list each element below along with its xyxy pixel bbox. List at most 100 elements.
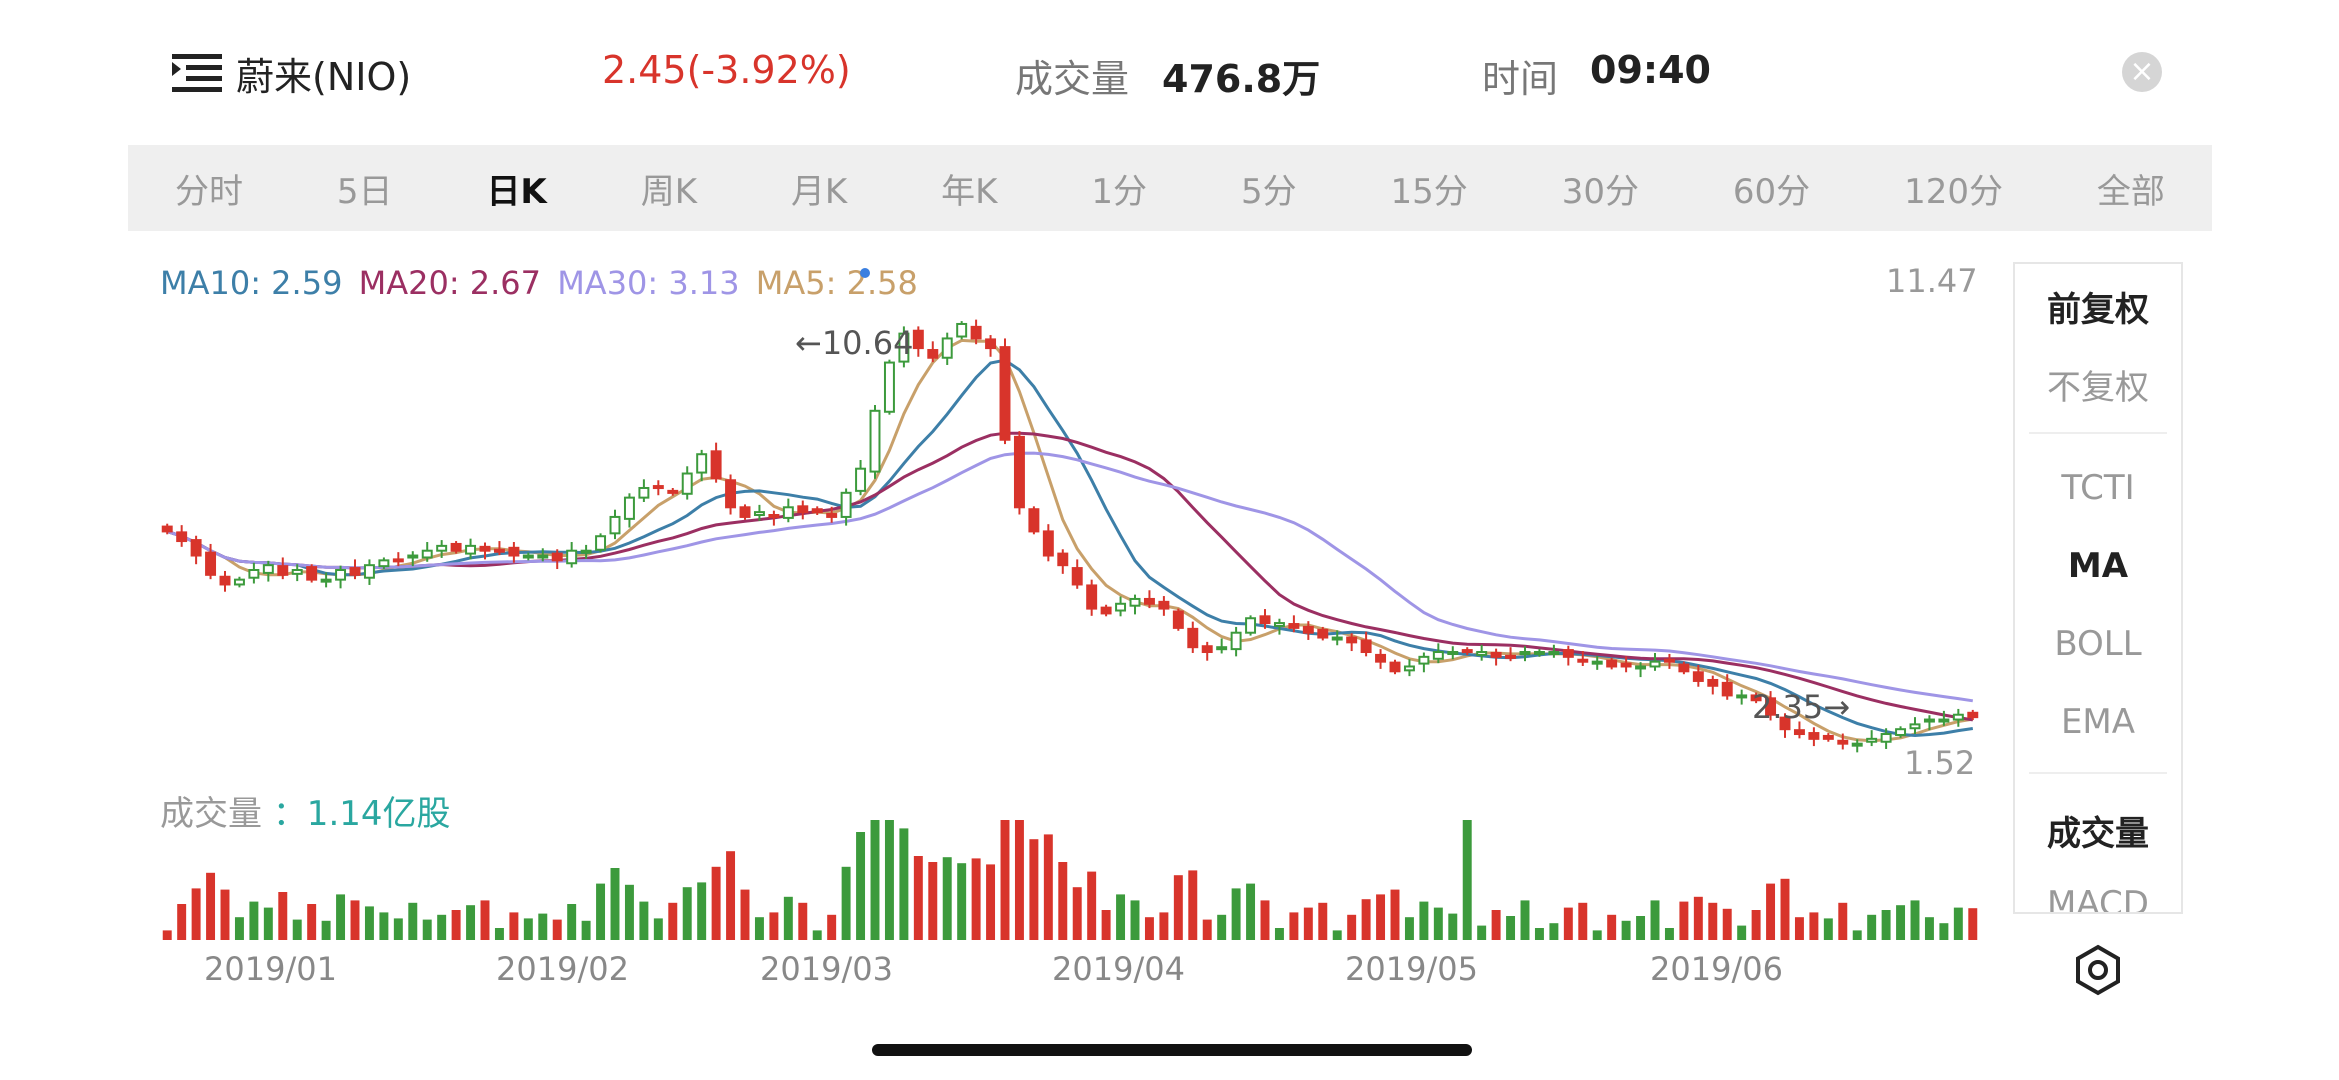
- volume-bar: [1491, 910, 1501, 940]
- candle-body: [927, 349, 939, 359]
- tab-120min[interactable]: 120分: [1904, 171, 2003, 212]
- candle-body: [1606, 659, 1618, 668]
- candle-body: [941, 337, 953, 359]
- volume-bar: [292, 919, 302, 940]
- volume-bar: [1043, 834, 1053, 940]
- volume-value: 476.8万: [1162, 57, 1321, 101]
- candle-body: [1172, 610, 1184, 629]
- tab-5min[interactable]: 5分: [1240, 171, 1297, 212]
- candle-body: [1808, 732, 1820, 740]
- tab-30min[interactable]: 30分: [1561, 171, 1639, 212]
- candle-body: [1461, 649, 1473, 654]
- tab-monthly-k[interactable]: 月K: [790, 171, 848, 212]
- candle-body: [233, 578, 245, 586]
- volume-bar: [1130, 900, 1140, 940]
- indicator-ema[interactable]: EMA: [2060, 702, 2136, 742]
- candle-body: [1288, 623, 1300, 629]
- candle-body: [1952, 713, 1964, 721]
- indicator-ma[interactable]: MA: [2067, 546, 2129, 586]
- tab-daily-k[interactable]: 日K: [486, 171, 547, 212]
- volume-bar: [1462, 820, 1472, 940]
- volume-bar: [364, 906, 374, 940]
- indicator-volume[interactable]: 成交量: [2047, 814, 2149, 854]
- candle-body: [1129, 597, 1141, 607]
- candle-body: [262, 564, 274, 574]
- volume-bar: [509, 912, 519, 940]
- candle-body: [1707, 678, 1719, 687]
- indicator-boll[interactable]: BOLL: [2054, 624, 2142, 664]
- volume-bar: [552, 919, 562, 940]
- candle-body: [1447, 651, 1459, 656]
- candle-body: [1158, 600, 1170, 610]
- candle-body: [1273, 622, 1285, 627]
- volume-bar: [321, 920, 331, 940]
- candle-body: [349, 567, 361, 576]
- menu-list-icon[interactable]: [172, 52, 222, 94]
- x-label: 2019/05: [1345, 950, 1478, 988]
- hexagon-settings-icon[interactable]: [2074, 944, 2122, 996]
- candle-body: [1071, 567, 1083, 586]
- volume-bar: [1390, 889, 1400, 940]
- volume-bar: [1347, 914, 1357, 940]
- volume-bar: [1953, 907, 1963, 940]
- candle-body: [1577, 658, 1589, 663]
- tab-60min[interactable]: 60分: [1732, 171, 1811, 212]
- volume-bar: [1159, 912, 1169, 940]
- candle-body: [392, 558, 404, 563]
- candle-body: [248, 569, 260, 579]
- volume-bar: [1217, 914, 1227, 940]
- volume-bar: [1116, 894, 1126, 940]
- tab-weekly-k[interactable]: 周K: [640, 171, 698, 212]
- candle-body: [1245, 617, 1257, 634]
- candle-body: [869, 409, 881, 473]
- volume-bar: [769, 912, 779, 940]
- tab-fenshi[interactable]: 分时: [174, 171, 243, 212]
- candle-body: [1057, 552, 1069, 567]
- volume-bar: [1260, 900, 1270, 940]
- tab-5day[interactable]: 5日: [336, 171, 393, 212]
- candle-body: [710, 450, 722, 480]
- tab-all[interactable]: 全部: [2096, 171, 2165, 212]
- close-icon[interactable]: ×: [2122, 52, 2162, 92]
- candle-body: [898, 332, 910, 363]
- volume-bar: [1794, 917, 1804, 940]
- ma30-value: MA30: 3.13: [557, 264, 740, 302]
- divider: [2029, 772, 2167, 774]
- volume-bar: [408, 902, 418, 940]
- volume-bar: [1361, 899, 1371, 940]
- option-forward-adjust[interactable]: 前复权: [2047, 290, 2149, 330]
- candle-body: [479, 545, 491, 552]
- candle-body: [1259, 615, 1271, 625]
- candle-body: [1028, 508, 1040, 533]
- candle-body: [1317, 628, 1329, 639]
- option-no-adjust[interactable]: 不复权: [2047, 368, 2149, 408]
- candle-body: [465, 544, 477, 555]
- volume-bar: [1246, 883, 1256, 940]
- volume-bar: [206, 872, 216, 940]
- volume-bar: [1693, 896, 1703, 940]
- x-label: 2019/01: [204, 950, 337, 988]
- tab-yearly-k[interactable]: 年K: [941, 171, 998, 212]
- tab-1min[interactable]: 1分: [1091, 171, 1148, 212]
- indicator-macd[interactable]: MACD: [2047, 884, 2149, 914]
- candle-body: [1115, 602, 1127, 612]
- candle-body: [667, 489, 679, 494]
- candle-body: [609, 515, 621, 535]
- indicator-tcti[interactable]: TCTI: [2061, 468, 2135, 508]
- volume-bar: [191, 888, 201, 940]
- volume-bar: [884, 820, 894, 940]
- volume-bar: [711, 866, 721, 940]
- candle-body: [1591, 660, 1603, 665]
- volume-bar: [1737, 925, 1747, 940]
- volume-bar: [1896, 905, 1906, 940]
- time-value: 09:40: [1590, 48, 1711, 92]
- candle-body: [450, 542, 462, 552]
- volume-bar: [1144, 917, 1154, 940]
- candle-body: [1895, 728, 1907, 736]
- candle-body: [696, 453, 708, 474]
- kline-chart[interactable]: ←10.64 2.35→: [0, 0, 2000, 960]
- volume-bar: [1722, 908, 1732, 940]
- volume-bar: [1202, 919, 1212, 940]
- candle-body: [551, 552, 563, 562]
- tab-15min[interactable]: 15分: [1390, 171, 1468, 212]
